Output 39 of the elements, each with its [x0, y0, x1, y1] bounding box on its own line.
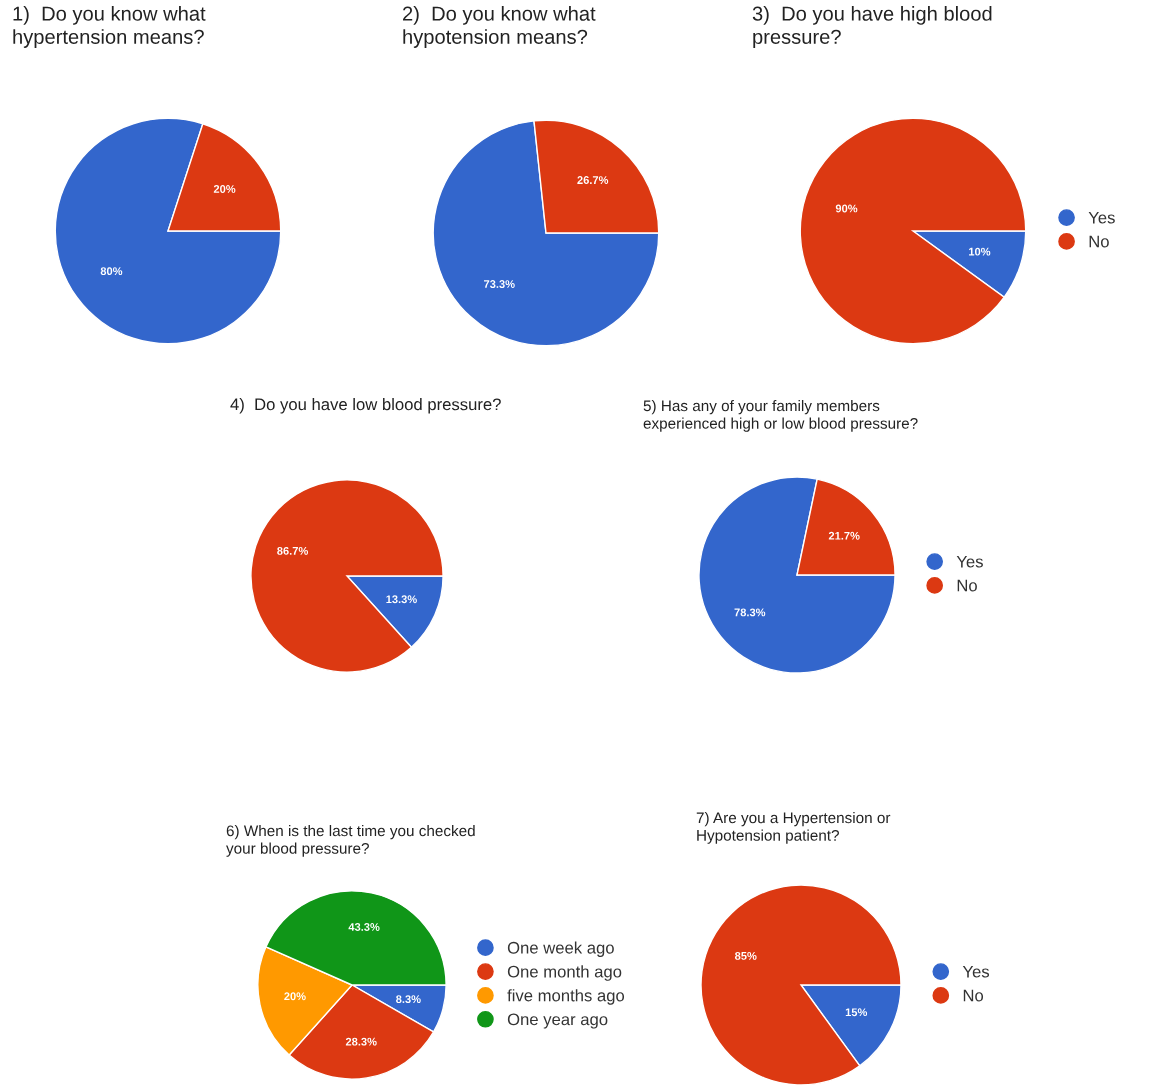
data-label: 28.3% [345, 1037, 377, 1046]
data-label: 20% [213, 185, 236, 193]
data-label: 26.7% [577, 176, 609, 184]
legend-label: One year ago [507, 1013, 608, 1029]
pie-slice [698, 476, 896, 674]
pie-slice [54, 117, 282, 345]
legend-label: Yes [962, 965, 990, 978]
legend-label: Yes [956, 555, 983, 568]
pie-slice [432, 120, 660, 347]
chart-title: 2) Do you know what hypotension means? [403, 6, 596, 48]
chart-title: 1) Do you know what hypertension means? [13, 6, 206, 48]
chart-title: 6) When is the last time you checked your blood pressure? [226, 825, 475, 857]
chart-title: 3) Do you have high blood pressure? [752, 6, 992, 48]
data-label: 86.7% [277, 546, 309, 555]
data-label: 80% [100, 267, 123, 276]
data-label: 43.3% [348, 923, 380, 931]
data-label: 20% [284, 992, 306, 1001]
legend-label: One month ago [507, 965, 622, 981]
legend-label: five months ago [507, 989, 625, 1005]
data-label: 85% [734, 951, 757, 960]
data-label: 15% [845, 1008, 868, 1017]
chart-title: 5) Has any of your family members experienced high or low blood pressure? [643, 400, 918, 432]
chart-title: 4) Do you have low blood pressure? [230, 398, 501, 414]
data-label: 78.3% [734, 608, 766, 617]
data-label: 8.3% [396, 995, 421, 1004]
data-label: 10% [969, 247, 991, 256]
chart-title: 7) Are you a Hypertension or Hypotension patient? [696, 812, 891, 844]
legend-label: Yes [1088, 211, 1115, 224]
data-label: 73.3% [484, 280, 515, 288]
legend-label: No [963, 989, 984, 1002]
pie-slice [250, 479, 444, 673]
data-label: 90% [835, 204, 858, 213]
legend-label: No [957, 579, 977, 592]
pie-slice [700, 884, 902, 1086]
legend-label: One week ago [507, 941, 614, 957]
legend-label: No [1089, 235, 1109, 248]
data-label: 13.3% [386, 595, 417, 604]
data-label: 21.7% [828, 531, 860, 540]
pie-slice [799, 117, 1027, 345]
